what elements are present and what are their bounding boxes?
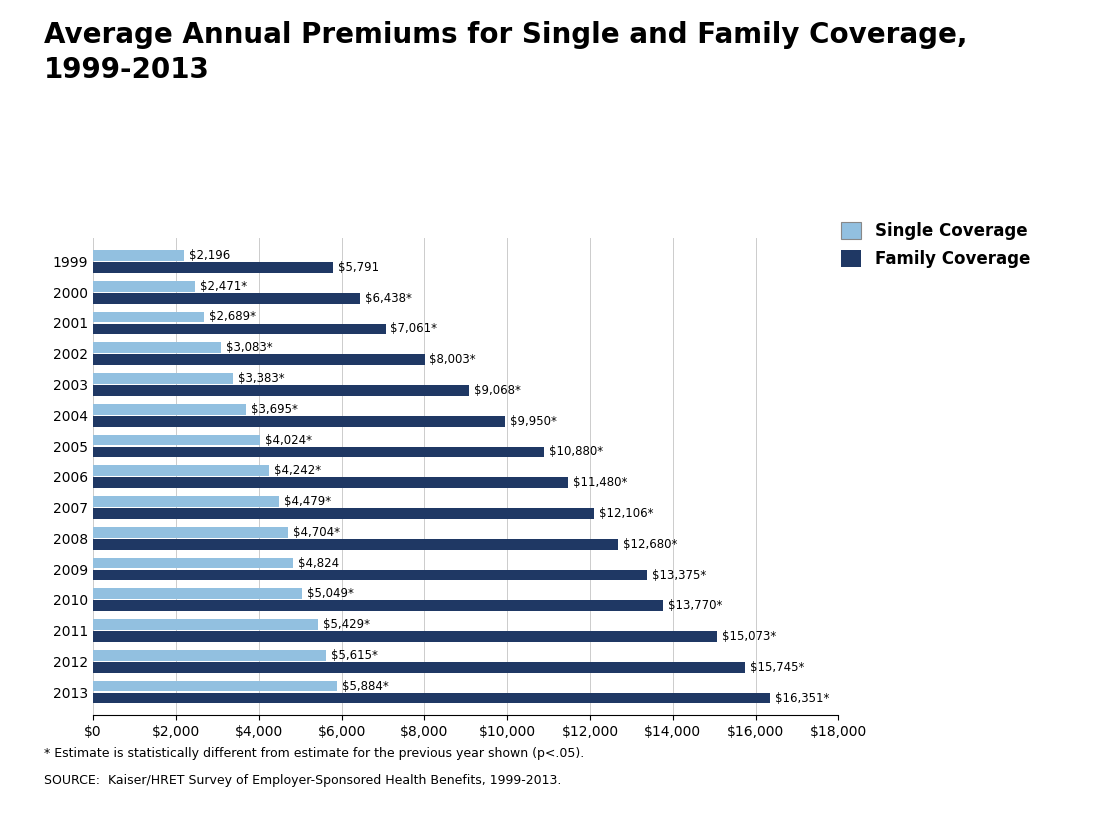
Text: $7,061*: $7,061*	[390, 322, 437, 335]
Bar	[93, 446, 544, 457]
Text: Average Annual Premiums for Single and Family Coverage,: Average Annual Premiums for Single and F…	[44, 21, 968, 48]
Bar	[93, 312, 205, 322]
Text: $13,375*: $13,375*	[652, 569, 706, 581]
Text: KAISER: KAISER	[971, 750, 1040, 769]
Bar	[93, 662, 745, 672]
Bar	[93, 478, 569, 488]
Bar	[93, 557, 293, 569]
Text: $4,024*: $4,024*	[265, 433, 311, 446]
Text: $2,689*: $2,689*	[209, 311, 256, 324]
Text: $2,471*: $2,471*	[201, 279, 248, 293]
Bar	[93, 631, 717, 642]
Text: $3,383*: $3,383*	[238, 372, 285, 385]
Bar	[93, 262, 333, 273]
Legend: Single Coverage, Family Coverage: Single Coverage, Family Coverage	[842, 222, 1030, 269]
Bar	[93, 435, 260, 446]
Text: * Estimate is statistically different from estimate for the previous year shown : * Estimate is statistically different fr…	[44, 747, 584, 760]
Text: $15,073*: $15,073*	[722, 630, 776, 643]
Bar	[93, 570, 647, 580]
Text: $5,615*: $5,615*	[331, 649, 377, 662]
Text: $4,824: $4,824	[298, 556, 339, 570]
Text: $15,745*: $15,745*	[750, 661, 804, 674]
Text: $4,479*: $4,479*	[284, 495, 331, 508]
Bar	[93, 539, 618, 550]
Text: $5,429*: $5,429*	[323, 618, 370, 631]
Text: FAMILY: FAMILY	[973, 767, 1038, 785]
Text: FOUNDATION: FOUNDATION	[983, 800, 1028, 806]
Bar	[93, 324, 386, 335]
Bar	[93, 650, 326, 661]
Text: $5,884*: $5,884*	[342, 680, 388, 693]
Text: $4,242*: $4,242*	[274, 464, 321, 478]
Bar	[93, 508, 594, 519]
Text: $16,351*: $16,351*	[775, 691, 830, 704]
Bar	[93, 465, 269, 476]
Bar	[93, 416, 505, 427]
Text: $9,068*: $9,068*	[473, 384, 521, 397]
Text: THE HENRY J.: THE HENRY J.	[983, 737, 1028, 743]
Text: SOURCE:  Kaiser/HRET Survey of Employer-Sponsored Health Benefits, 1999-2013.: SOURCE: Kaiser/HRET Survey of Employer-S…	[44, 774, 561, 787]
Text: $2,196: $2,196	[189, 249, 230, 262]
Bar	[93, 404, 247, 414]
Bar	[93, 293, 359, 303]
Text: $3,083*: $3,083*	[226, 341, 273, 354]
Text: $8,003*: $8,003*	[430, 353, 476, 367]
Bar	[93, 693, 770, 704]
Bar	[93, 619, 318, 630]
Text: $12,680*: $12,680*	[624, 538, 677, 551]
Bar	[93, 496, 278, 507]
Bar	[93, 373, 233, 384]
Bar	[93, 600, 663, 612]
Bar	[93, 385, 469, 396]
Text: 1999-2013: 1999-2013	[44, 56, 209, 84]
Bar	[93, 681, 336, 691]
Bar	[93, 527, 288, 538]
Text: $13,770*: $13,770*	[669, 599, 722, 612]
Bar	[93, 342, 220, 353]
Bar	[93, 589, 302, 599]
Text: $11,480*: $11,480*	[573, 476, 628, 489]
Text: $3,695*: $3,695*	[251, 403, 298, 416]
Text: $10,880*: $10,880*	[549, 446, 603, 459]
Text: $9,950*: $9,950*	[510, 415, 557, 427]
Text: $4,704*: $4,704*	[293, 526, 340, 538]
Text: $6,438*: $6,438*	[365, 292, 412, 305]
Text: $5,791: $5,791	[338, 261, 379, 274]
Bar	[93, 281, 195, 292]
Bar	[93, 250, 184, 261]
Text: $12,106*: $12,106*	[600, 507, 654, 520]
Text: $5,049*: $5,049*	[307, 587, 354, 600]
Bar	[93, 354, 424, 365]
